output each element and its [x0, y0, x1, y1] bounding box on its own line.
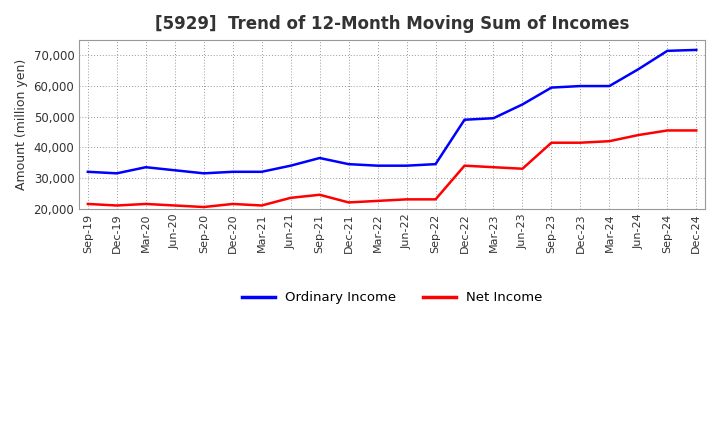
- Net Income: [228, 202, 237, 207]
- Ordinary Income: [402, 163, 411, 169]
- Ordinary Income: [344, 161, 353, 167]
- Net Income: [315, 192, 324, 198]
- Net Income: [84, 202, 92, 207]
- Line: Ordinary Income: Ordinary Income: [88, 50, 696, 173]
- Ordinary Income: [431, 161, 440, 167]
- Net Income: [605, 139, 613, 144]
- Ordinary Income: [257, 169, 266, 174]
- Ordinary Income: [518, 102, 527, 107]
- Title: [5929]  Trend of 12-Month Moving Sum of Incomes: [5929] Trend of 12-Month Moving Sum of I…: [155, 15, 629, 33]
- Ordinary Income: [84, 169, 92, 174]
- Net Income: [431, 197, 440, 202]
- Net Income: [460, 163, 469, 169]
- Net Income: [257, 203, 266, 208]
- Net Income: [692, 128, 701, 133]
- Ordinary Income: [489, 116, 498, 121]
- Ordinary Income: [171, 168, 179, 173]
- Ordinary Income: [692, 47, 701, 52]
- Ordinary Income: [315, 155, 324, 161]
- Ordinary Income: [199, 171, 208, 176]
- Net Income: [402, 197, 411, 202]
- Net Income: [199, 204, 208, 209]
- Net Income: [171, 203, 179, 208]
- Ordinary Income: [663, 48, 672, 54]
- Y-axis label: Amount (million yen): Amount (million yen): [15, 59, 28, 190]
- Net Income: [518, 166, 527, 171]
- Net Income: [112, 203, 121, 208]
- Ordinary Income: [576, 84, 585, 89]
- Net Income: [663, 128, 672, 133]
- Ordinary Income: [287, 163, 295, 169]
- Ordinary Income: [228, 169, 237, 174]
- Net Income: [344, 200, 353, 205]
- Net Income: [287, 195, 295, 201]
- Ordinary Income: [634, 66, 643, 72]
- Ordinary Income: [112, 171, 121, 176]
- Legend: Ordinary Income, Net Income: Ordinary Income, Net Income: [236, 286, 548, 309]
- Net Income: [576, 140, 585, 145]
- Net Income: [373, 198, 382, 204]
- Ordinary Income: [142, 165, 150, 170]
- Ordinary Income: [460, 117, 469, 122]
- Net Income: [489, 165, 498, 170]
- Net Income: [142, 202, 150, 207]
- Net Income: [547, 140, 556, 145]
- Ordinary Income: [605, 84, 613, 89]
- Net Income: [634, 132, 643, 138]
- Ordinary Income: [547, 85, 556, 90]
- Line: Net Income: Net Income: [88, 130, 696, 207]
- Ordinary Income: [373, 163, 382, 169]
